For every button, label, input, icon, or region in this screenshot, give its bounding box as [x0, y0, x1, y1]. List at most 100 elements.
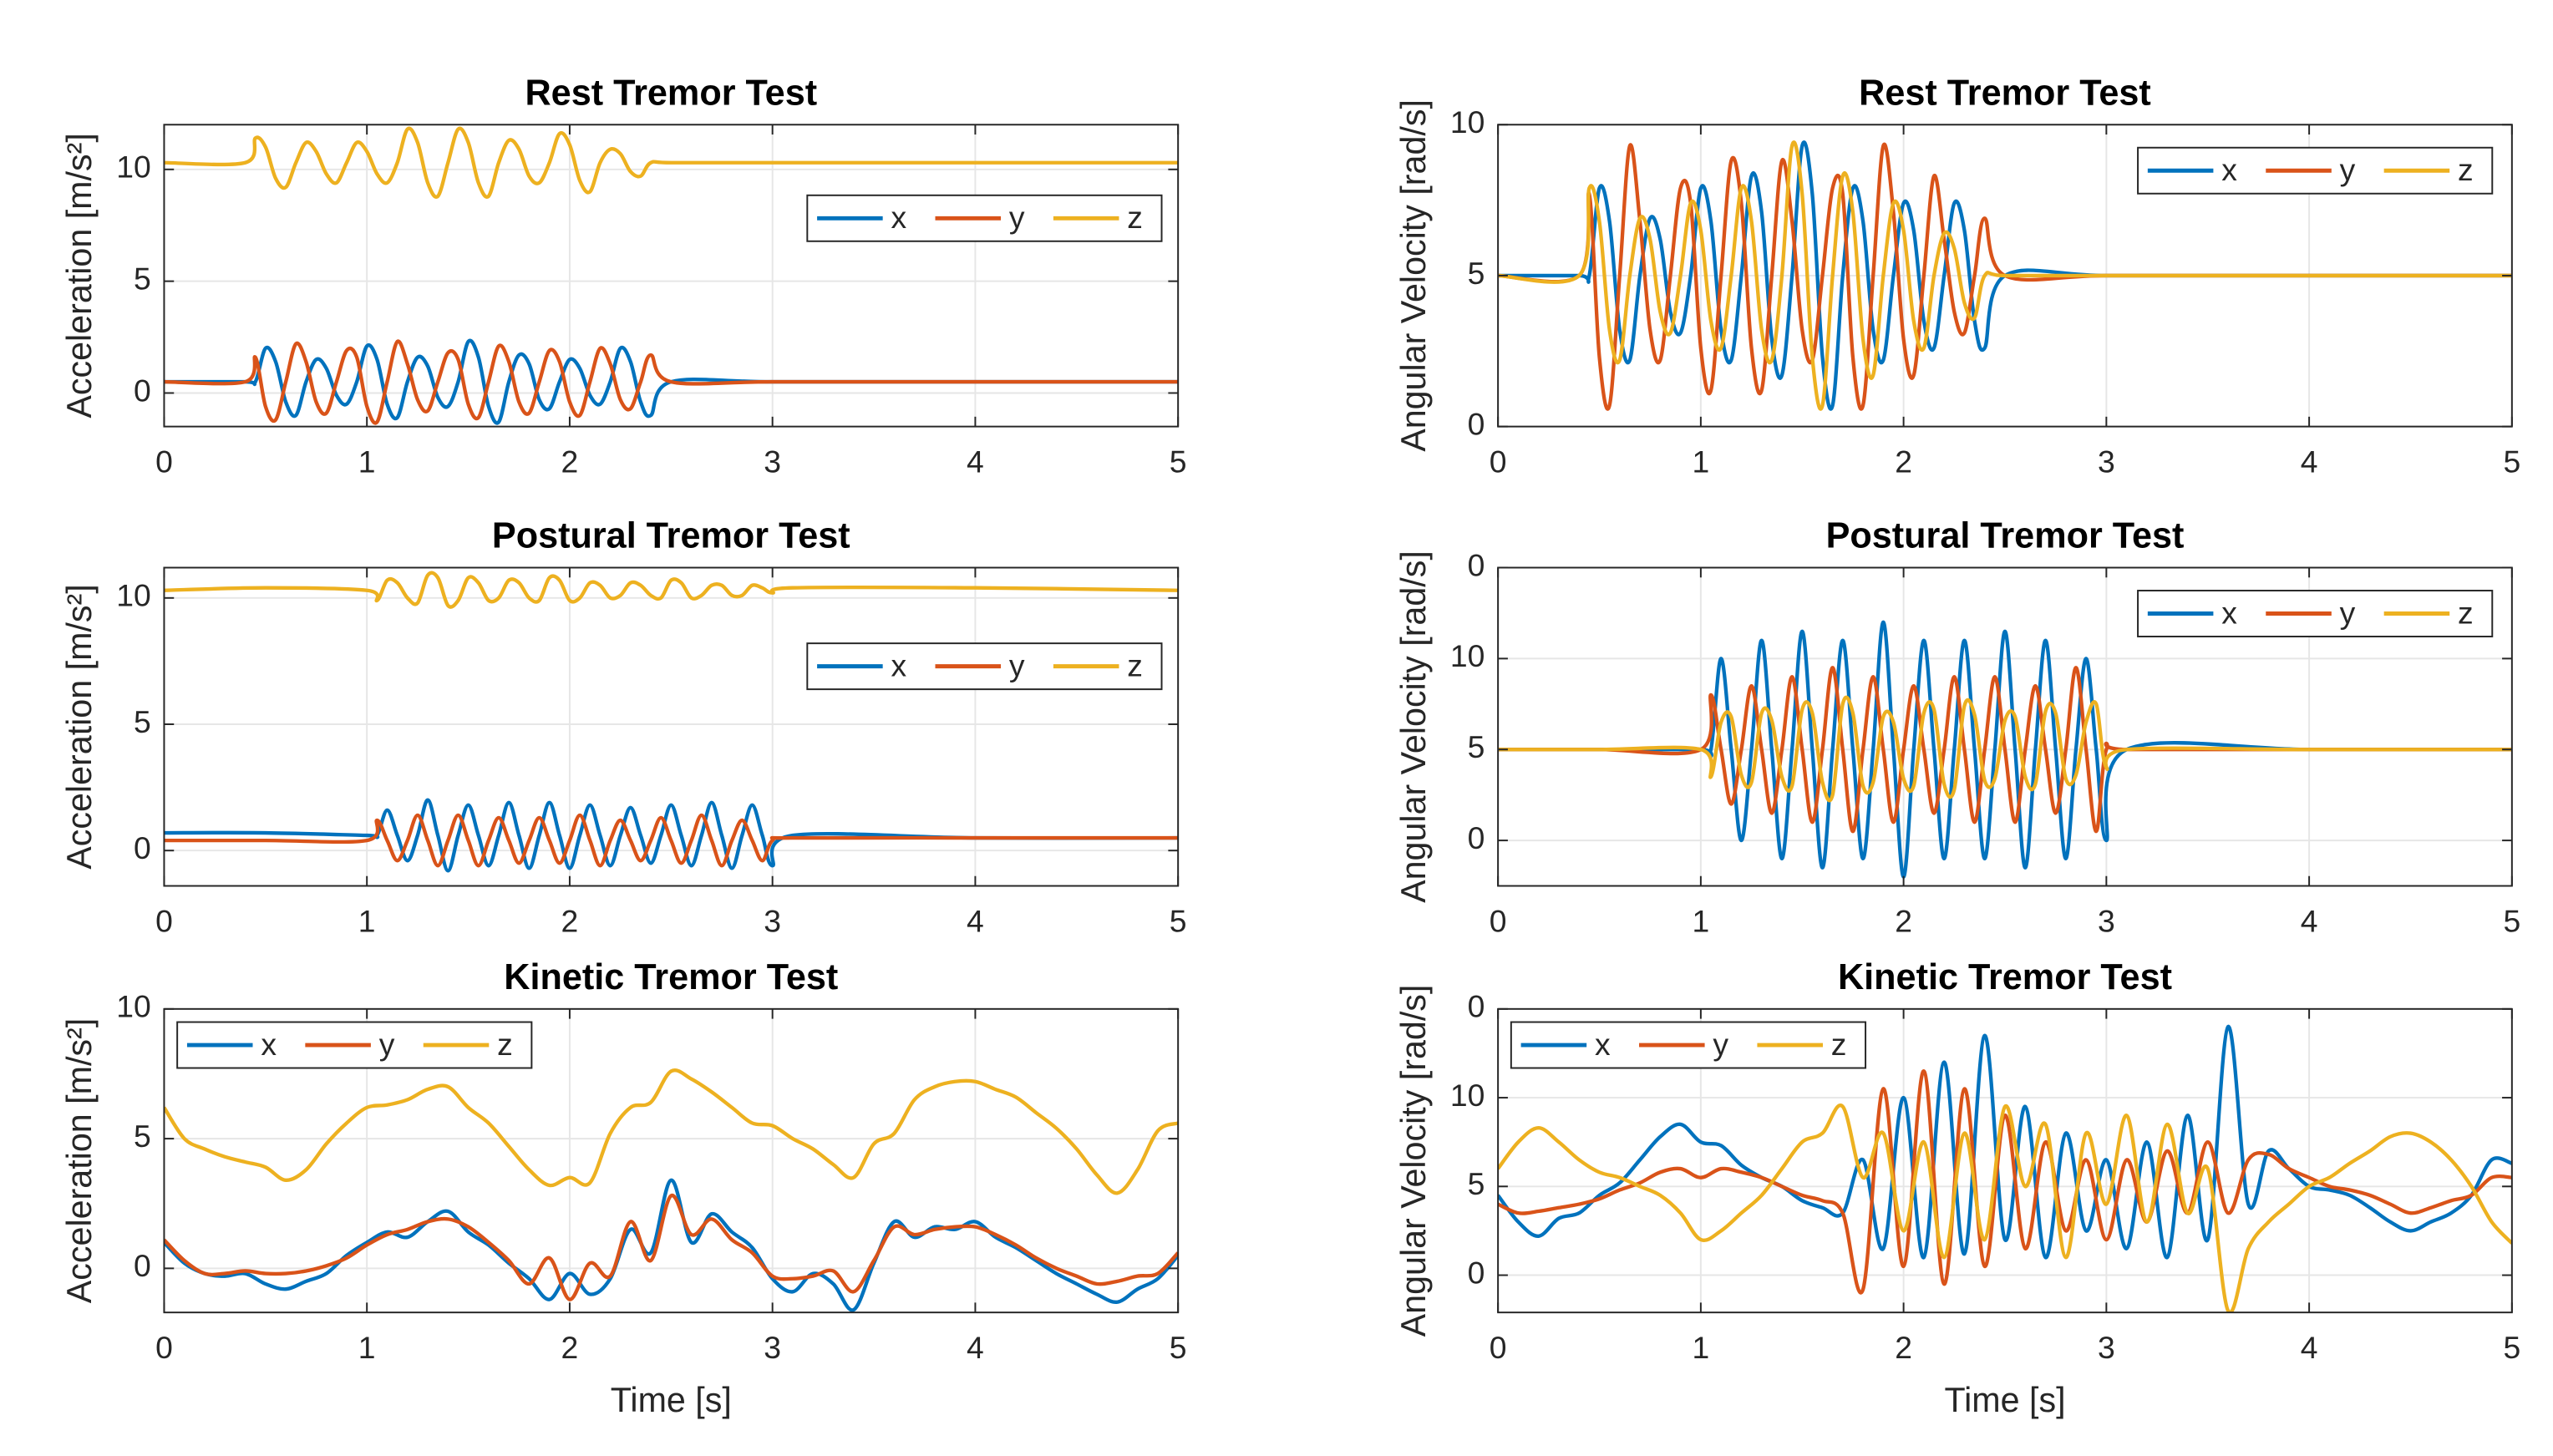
data-line: [164, 1068, 1179, 1195]
series-group: [164, 126, 1179, 425]
subplot: 0 1 2 3 4 5 0 5 10 Postural Tremor Test Accelerati…: [60, 516, 1186, 939]
x-tick-label: 1: [358, 904, 376, 939]
y-axis-label: Acceleration [m/s²]: [60, 1018, 99, 1303]
axes-box: [163, 566, 1180, 887]
legend-label: z: [1127, 200, 1143, 235]
y-tick-label: 5: [1468, 256, 1485, 291]
y-tick-label: 0: [134, 373, 151, 408]
legend-label: z: [497, 1027, 513, 1062]
x-tick-label: 1: [1693, 1330, 1710, 1365]
subplot: 0 1 2 3 4 5 0 5 10 0 Postural Tremor Test Angular V…: [1394, 516, 2520, 939]
legend-label: y: [1009, 200, 1025, 235]
data-line: [164, 813, 1179, 868]
data-line: [1498, 620, 2512, 879]
legend-label: x: [2221, 595, 2237, 630]
x-tick-label: 1: [358, 444, 376, 479]
series-group: [164, 1068, 1179, 1312]
axes-box: [1497, 566, 2513, 887]
legend-label: y: [1713, 1027, 1728, 1062]
x-tick-label: 5: [1170, 904, 1187, 939]
x-tick-label: 5: [1170, 444, 1187, 479]
data-line: [164, 1178, 1179, 1312]
data-line: [1498, 1069, 2512, 1295]
data-line: [1498, 140, 2512, 411]
x-tick-label: 0: [155, 904, 173, 939]
y-tick-label: 5: [134, 1119, 151, 1154]
x-tick-label: 1: [1693, 904, 1710, 939]
y-tick-label: 0: [134, 830, 151, 865]
y-tick-label: 5: [1468, 729, 1485, 764]
y-tick-label: 5: [134, 704, 151, 739]
x-tick-label: 5: [2503, 904, 2520, 939]
legend-label: x: [891, 647, 906, 682]
legend: x y z: [2137, 590, 2494, 637]
x-tick-label: 1: [1693, 444, 1710, 479]
legend: x y z: [806, 194, 1163, 242]
series-group: [1498, 620, 2512, 879]
x-tick-label: 0: [1490, 904, 1507, 939]
data-line: [164, 126, 1179, 199]
legend-label: y: [1009, 647, 1025, 682]
legend-label: x: [891, 200, 906, 235]
legend-label: z: [1127, 647, 1143, 682]
y-axis-label: Acceleration [m/s²]: [60, 133, 99, 418]
x-tick-label: 3: [764, 444, 781, 479]
data-line: [1498, 140, 2512, 411]
legend-label: z: [2458, 595, 2474, 630]
chart-title: Kinetic Tremor Test: [504, 957, 838, 997]
y-tick-label: 0: [1468, 547, 1485, 582]
legend-label: y: [2340, 152, 2356, 187]
x-tick-label: 4: [2301, 904, 2318, 939]
y-tick-label: 10: [116, 989, 151, 1024]
series-group: [1498, 1024, 2512, 1313]
y-axis-label: Angular Velocity [rad/s]: [1394, 550, 1433, 903]
x-tick-label: 0: [155, 444, 173, 479]
data-line: [164, 798, 1179, 873]
x-tick-label: 3: [2098, 904, 2115, 939]
y-tick-label: 10: [1450, 1078, 1485, 1113]
x-tick-label: 5: [2503, 444, 2520, 479]
subplot: 0 1 2 3 4 5 0 5 10 Rest Tremor Test Acceleration […: [60, 73, 1186, 479]
subplot: 0 1 2 3 4 5 0 5 10 0 Kinetic Tremor Test Angular Ve…: [1394, 957, 2520, 1419]
y-axis-label: Angular Velocity [rad/s]: [1394, 99, 1433, 452]
x-tick-label: 3: [764, 904, 781, 939]
x-tick-label: 0: [1490, 444, 1507, 479]
x-tick-label: 2: [1895, 904, 1912, 939]
x-tick-label: 5: [2503, 1330, 2520, 1365]
y-tick-label: 10: [1450, 104, 1485, 140]
y-tick-label: 10: [116, 150, 151, 185]
legend-label: z: [2458, 152, 2474, 187]
x-tick-label: 3: [764, 1330, 781, 1365]
y-tick-label: 0: [1468, 989, 1485, 1024]
legend: x y z: [176, 1021, 533, 1069]
chart-title: Kinetic Tremor Test: [1838, 957, 2172, 997]
data-line: [164, 571, 1179, 609]
legend: x y z: [806, 642, 1163, 691]
x-tick-label: 3: [2098, 1330, 2115, 1365]
data-line: [1498, 1103, 2512, 1313]
y-tick-label: 10: [1450, 638, 1485, 673]
subplot: 0 1 2 3 4 5 0 5 10 Kinetic Tremor Test Acceleratio…: [60, 957, 1186, 1419]
x-axis-label: Time [s]: [1944, 1381, 2065, 1419]
x-tick-label: 1: [358, 1330, 376, 1365]
data-line: [164, 1194, 1179, 1301]
legend-label: x: [1595, 1027, 1611, 1062]
x-tick-label: 4: [2301, 444, 2318, 479]
y-tick-label: 5: [134, 261, 151, 296]
x-tick-label: 2: [561, 1330, 579, 1365]
chart-title: Rest Tremor Test: [525, 73, 817, 113]
y-tick-label: 5: [1468, 1166, 1485, 1201]
chart-title: Postural Tremor Test: [1826, 516, 2185, 556]
legend-label: x: [261, 1027, 277, 1062]
x-tick-label: 4: [967, 444, 984, 479]
x-tick-label: 0: [155, 1330, 173, 1365]
x-tick-label: 0: [1490, 1330, 1507, 1365]
y-tick-label: 0: [1468, 406, 1485, 441]
data-line: [164, 339, 1179, 425]
x-tick-label: 2: [1895, 444, 1912, 479]
x-tick-label: 4: [2301, 1330, 2318, 1365]
chart-title: Postural Tremor Test: [492, 516, 850, 556]
legend-label: y: [379, 1027, 395, 1062]
x-tick-label: 4: [967, 904, 984, 939]
